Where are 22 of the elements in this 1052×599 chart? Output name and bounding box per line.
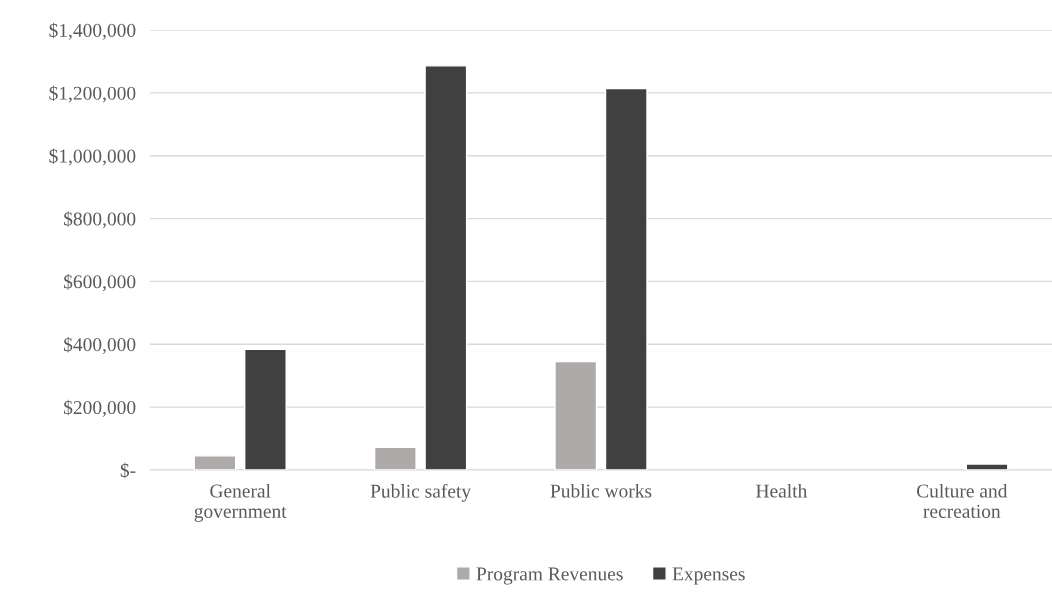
y-tick-label: $1,000,000	[49, 148, 136, 166]
x-tick-label: Culture and recreation	[916, 483, 1008, 518]
y-tick-label: $400,000	[64, 336, 136, 355]
y-tick-label: $1,400,000	[49, 22, 136, 40]
legend-label: Program Revenues	[476, 567, 623, 585]
x-tick-label: Health	[756, 483, 808, 498]
bar	[373, 446, 417, 470]
bar	[604, 87, 648, 470]
x-tick-label: Public works	[550, 483, 652, 498]
bar	[965, 463, 1009, 470]
y-tick-label: $-	[120, 462, 136, 479]
y-tick-label: $600,000	[64, 274, 136, 292]
bar	[554, 360, 598, 470]
y-tick-label: $1,200,000	[49, 85, 136, 103]
bar	[193, 455, 237, 470]
y-tick-label: $800,000	[64, 211, 136, 229]
bar	[424, 65, 468, 470]
y-tick-label: $200,000	[64, 399, 136, 417]
bar	[244, 348, 287, 470]
legend-label: Expenses	[672, 567, 745, 585]
x-tick-label: Public safety	[370, 483, 472, 502]
x-tick-label: General government	[194, 483, 287, 522]
